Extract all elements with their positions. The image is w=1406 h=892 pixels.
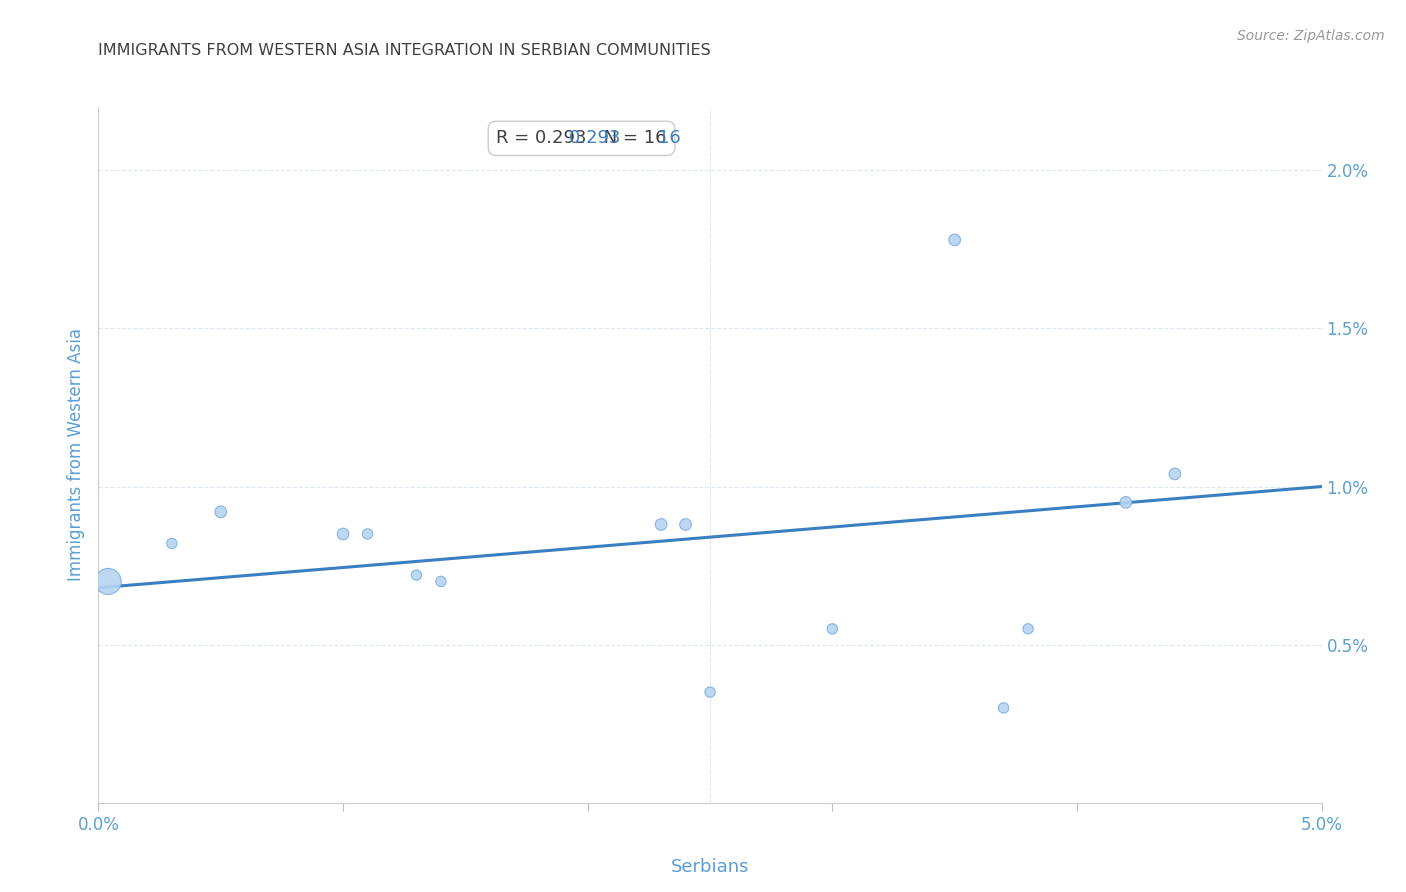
Point bbox=[1164, 467, 1187, 481]
Text: R = 0.293   N = 16: R = 0.293 N = 16 bbox=[496, 129, 666, 147]
Point bbox=[821, 622, 844, 636]
Text: IMMIGRANTS FROM WESTERN ASIA INTEGRATION IN SERBIAN COMMUNITIES: IMMIGRANTS FROM WESTERN ASIA INTEGRATION… bbox=[98, 43, 711, 58]
X-axis label: Serbians: Serbians bbox=[671, 858, 749, 877]
Point bbox=[675, 517, 697, 532]
Text: 16: 16 bbox=[658, 129, 681, 147]
Point bbox=[650, 517, 672, 532]
Point bbox=[209, 505, 232, 519]
Point bbox=[1115, 495, 1137, 509]
Point bbox=[1017, 622, 1039, 636]
Point bbox=[993, 701, 1015, 715]
Point bbox=[405, 568, 427, 582]
Y-axis label: Immigrants from Western Asia: Immigrants from Western Asia bbox=[66, 328, 84, 582]
Point bbox=[699, 685, 721, 699]
Text: Source: ZipAtlas.com: Source: ZipAtlas.com bbox=[1237, 29, 1385, 43]
Point bbox=[943, 233, 966, 247]
Point bbox=[332, 527, 354, 541]
Point bbox=[430, 574, 453, 589]
Point bbox=[160, 536, 183, 550]
Point bbox=[97, 574, 120, 589]
Text: 0.293: 0.293 bbox=[523, 129, 620, 147]
Point bbox=[356, 527, 378, 541]
